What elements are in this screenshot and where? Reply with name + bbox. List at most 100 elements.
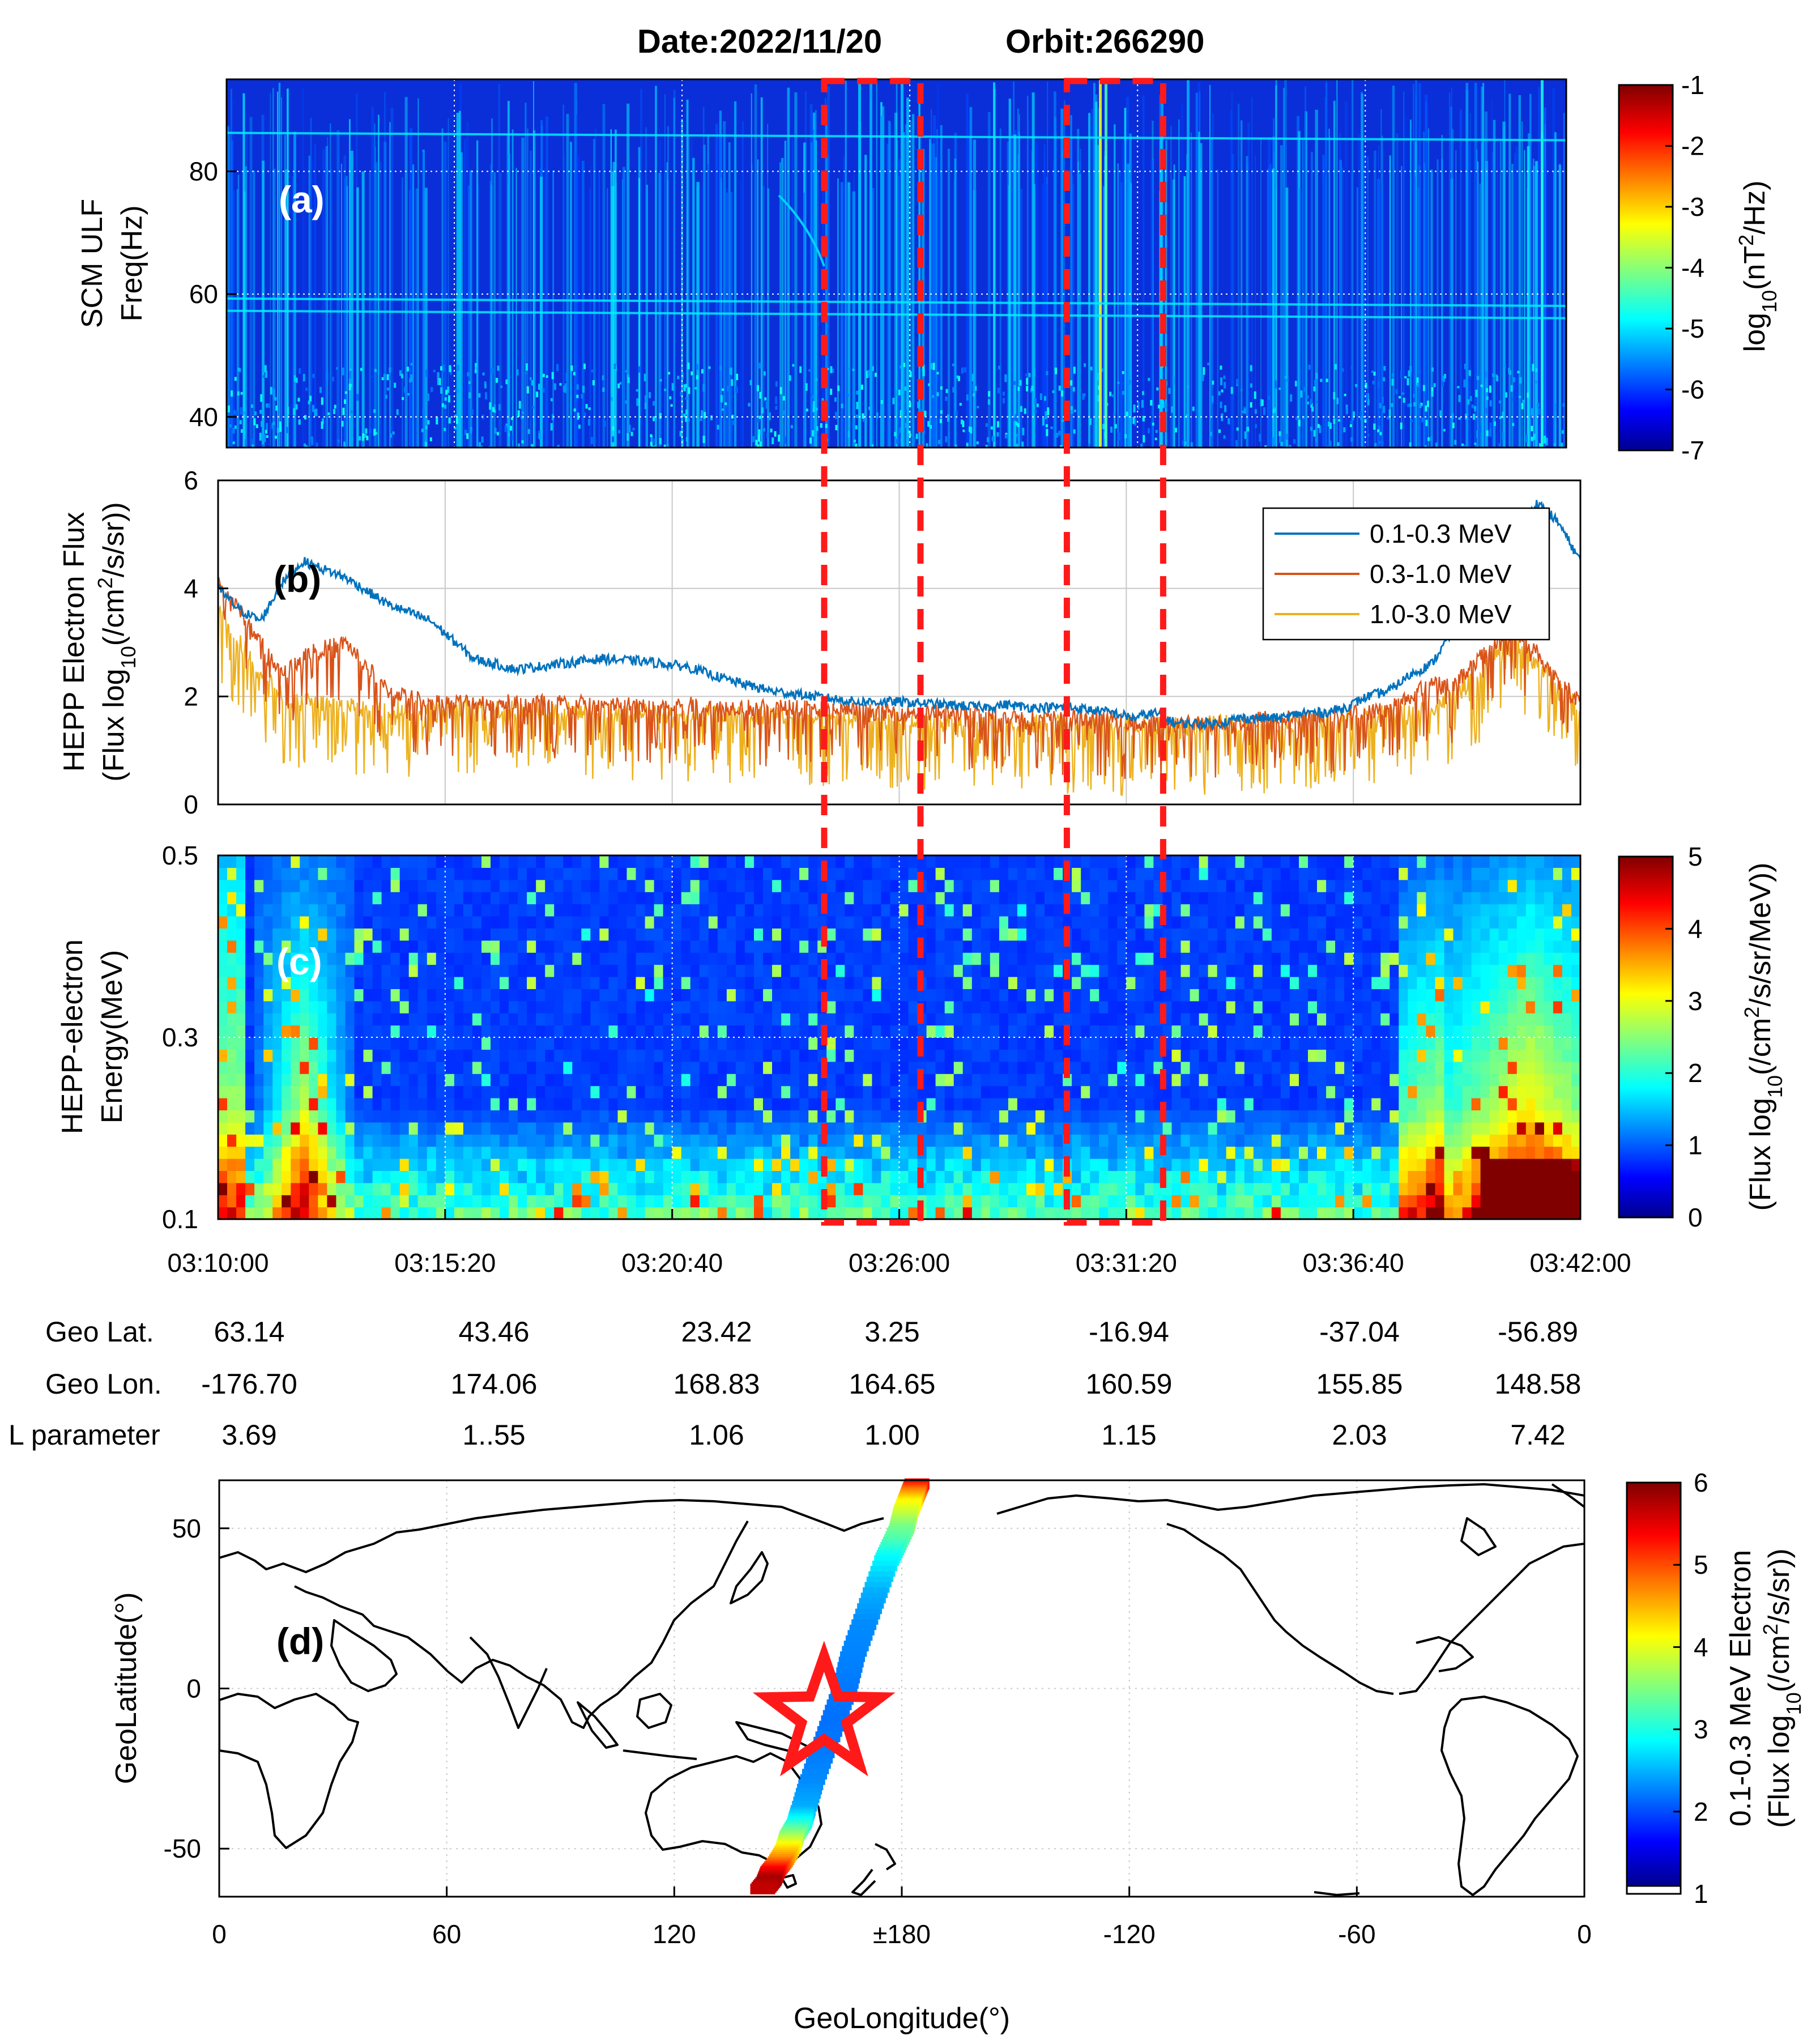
ulf-noise (1246, 427, 1249, 432)
spectrogram-cell (218, 1134, 228, 1147)
spectrogram-cell (617, 1085, 628, 1098)
ulf-noise (1364, 419, 1367, 423)
spectrogram-cell (381, 1061, 391, 1074)
ulf-streak (1311, 151, 1313, 448)
ulf-noise (1525, 435, 1528, 442)
spectrogram-cell (536, 989, 545, 1002)
spectrogram-cell (1262, 1049, 1272, 1062)
spectrogram-cell (491, 964, 500, 977)
spectrogram-cell (372, 867, 382, 880)
spectrogram-cell (309, 1134, 318, 1147)
spectrogram-cell (626, 1159, 637, 1171)
spectrogram-cell (999, 1025, 1009, 1038)
spectrogram-cell (953, 1037, 964, 1050)
spectrogram-cell (654, 1195, 664, 1208)
spectrogram-cell (872, 940, 881, 953)
spectrogram-cell (872, 1195, 881, 1208)
ulf-noise (1039, 393, 1042, 401)
spectrogram-cell (1099, 1085, 1109, 1098)
spectrogram-cell (690, 867, 700, 880)
spectrogram-cell (1171, 1049, 1182, 1062)
ulf-noise (687, 363, 690, 369)
spectrogram-cell (472, 1049, 482, 1062)
spectrogram-cell (336, 989, 346, 1002)
ulf-streak (469, 170, 472, 448)
ulf-noise (526, 363, 528, 371)
spectrogram-cell (536, 1134, 545, 1147)
spectrogram-cell (626, 1122, 637, 1135)
spectrogram-cell (417, 855, 428, 868)
spectrogram-cell (744, 1013, 755, 1026)
spectrogram-cell (1026, 855, 1036, 868)
ulf-noise (1070, 380, 1073, 386)
spectrogram-cell (399, 1110, 410, 1123)
ulf-noise (659, 379, 662, 382)
spectrogram-cell (372, 952, 382, 965)
spectrogram-cell (300, 1049, 309, 1062)
spectrogram-cell (581, 928, 591, 941)
ulf-streak (1072, 175, 1073, 448)
ulf-noise (1527, 393, 1529, 398)
ulf-noise (1090, 367, 1093, 370)
spectrogram-cell (908, 1146, 918, 1159)
spectrogram-cell (772, 1195, 782, 1208)
spectrogram-cell (454, 940, 464, 953)
spectrogram-cell (1253, 1159, 1263, 1171)
ulf-noise (1353, 411, 1355, 417)
spectrogram-cell (962, 1013, 973, 1026)
ulf-noise (1192, 406, 1195, 411)
ulf-noise (636, 398, 639, 406)
spectrogram-cell (663, 940, 673, 953)
spectrogram-cell (1171, 1170, 1182, 1183)
spectrogram-cell (327, 940, 336, 953)
spectrogram-cell (1090, 952, 1099, 965)
spectrogram-cell (935, 879, 945, 892)
spectrogram-cell (881, 1037, 890, 1050)
spectrogram-cell (1135, 904, 1145, 917)
spectrogram-cell (381, 916, 391, 929)
spectrogram-cell (300, 1134, 309, 1147)
spectrogram-cell (1217, 1025, 1227, 1038)
spectrogram-cell (472, 1182, 482, 1195)
spectrogram-cell (436, 1000, 446, 1013)
spectrogram-cell (263, 1182, 273, 1195)
ulf-streak (1305, 86, 1306, 448)
spectrogram-cell (1171, 940, 1182, 953)
spectrogram-cell (518, 989, 527, 1002)
spectrogram-cell (354, 964, 364, 977)
spectrogram-cell (608, 1000, 618, 1013)
spectrogram-cell (1235, 1000, 1245, 1013)
ulf-noise (1427, 401, 1429, 407)
ulf-streak (1173, 164, 1175, 448)
spectrogram-cell (417, 867, 428, 880)
spectrogram-cell (717, 952, 727, 965)
spectrogram-cell (636, 892, 646, 905)
ulf-streak (640, 88, 642, 448)
ulf-noise (1143, 435, 1145, 443)
spectrogram-cell (645, 916, 655, 929)
spectrogram-cell (436, 940, 446, 953)
spectrogram-cell (772, 940, 782, 953)
spectrogram-cell (563, 904, 573, 917)
spectrogram-cell (427, 855, 437, 868)
ulf-noise (1351, 366, 1353, 369)
ulf-noise (1212, 380, 1214, 385)
spectrogram-cell (336, 855, 346, 868)
spectrogram-cell (872, 1122, 881, 1135)
spectrogram-cell (890, 1074, 900, 1087)
spectrogram-cell (717, 904, 727, 917)
spectrogram-cell (481, 916, 491, 929)
ulf-noise (444, 397, 447, 401)
ulf-noise (1175, 428, 1177, 433)
spectrogram-cell (708, 916, 718, 929)
spectrogram-cell (663, 1122, 673, 1135)
ulf-noise (478, 393, 481, 398)
ulf-noise (835, 425, 838, 431)
spectrogram-cell (1190, 952, 1200, 965)
ulf-streak (1195, 92, 1198, 448)
spectrogram-cell (300, 904, 309, 917)
spectrogram-cell (436, 1122, 446, 1135)
spectrogram-cell (1190, 1098, 1200, 1110)
ulf-noise (864, 404, 867, 409)
spectrogram-cell (408, 1074, 419, 1087)
